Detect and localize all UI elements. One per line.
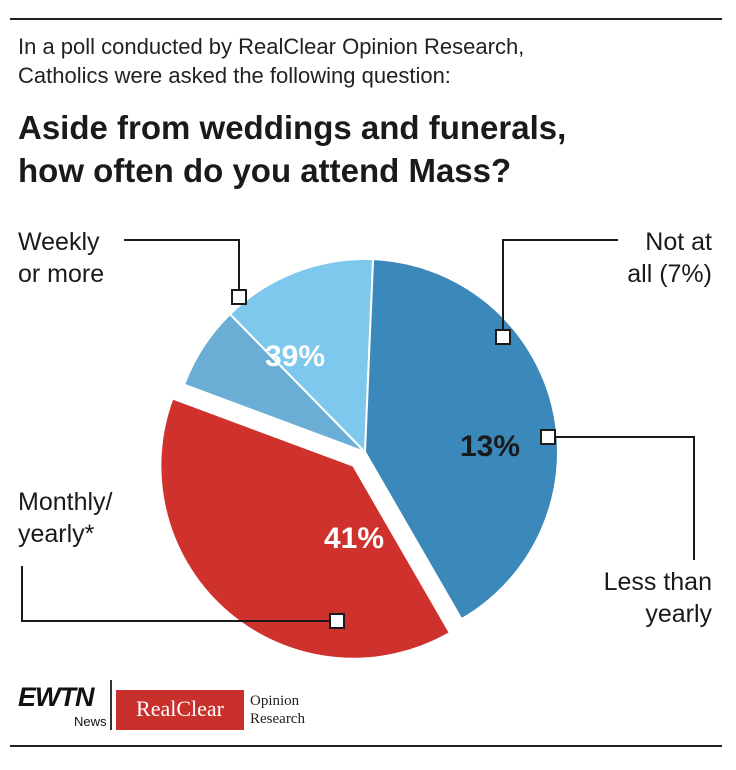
title-line-2: how often do you attend Mass?: [18, 152, 512, 189]
value-label-less-than-yearly: 13%: [460, 430, 520, 463]
slice-monthly-yearly: [363, 258, 559, 621]
marker-monthly-yearly: [329, 613, 345, 629]
leader-line-less-than-yearly: [548, 436, 695, 560]
label-monthly-yearly: Monthly/yearly*: [18, 488, 113, 548]
label-less-than-yearly: Less than yearly: [604, 568, 713, 628]
value-label-monthly-yearly: 41%: [324, 522, 384, 555]
intro-line-1: In a poll conducted by RealClear Opinion…: [18, 34, 525, 59]
bottom-rule: [10, 745, 722, 747]
ewtn-news-label: News: [74, 714, 107, 729]
realclear-logo-text: RealClear: [136, 696, 224, 721]
opinion-research-label: Opinion Research: [250, 692, 340, 728]
intro-line-2: Catholics were asked the following quest…: [18, 63, 451, 88]
marker-weekly-or-more: [231, 289, 247, 305]
slice-less-than-yearly: [228, 258, 375, 455]
slice-weekly-or-more: [159, 397, 452, 660]
title-line-1: Aside from weddings and funerals,: [18, 109, 567, 146]
logo-bar: EWTN News RealClear Opinion Research: [18, 678, 338, 734]
top-rule: [10, 18, 722, 20]
ewtn-logo: EWTN: [18, 682, 94, 712]
leader-line-weekly-or-more: [124, 239, 240, 297]
label-weekly-or-more: Weekly or more: [18, 228, 104, 288]
chart-title: Aside from weddings and funerals, how of…: [18, 106, 728, 192]
leader-line-not-at-all: [502, 239, 618, 337]
opinion-line-2: Research: [250, 711, 305, 727]
marker-less-than-yearly: [540, 429, 556, 445]
value-label-weekly-or-more: 39%: [265, 340, 325, 373]
opinion-line-1: Opinion: [250, 693, 300, 709]
intro-text: In a poll conducted by RealClear Opinion…: [18, 32, 718, 90]
logo-divider: [110, 680, 112, 730]
realclear-logo: RealClear: [116, 690, 244, 730]
label-not-at-all: Not at all (7%): [627, 228, 712, 288]
marker-not-at-all: [495, 329, 511, 345]
leader-line-monthly-yearly: [21, 566, 337, 622]
